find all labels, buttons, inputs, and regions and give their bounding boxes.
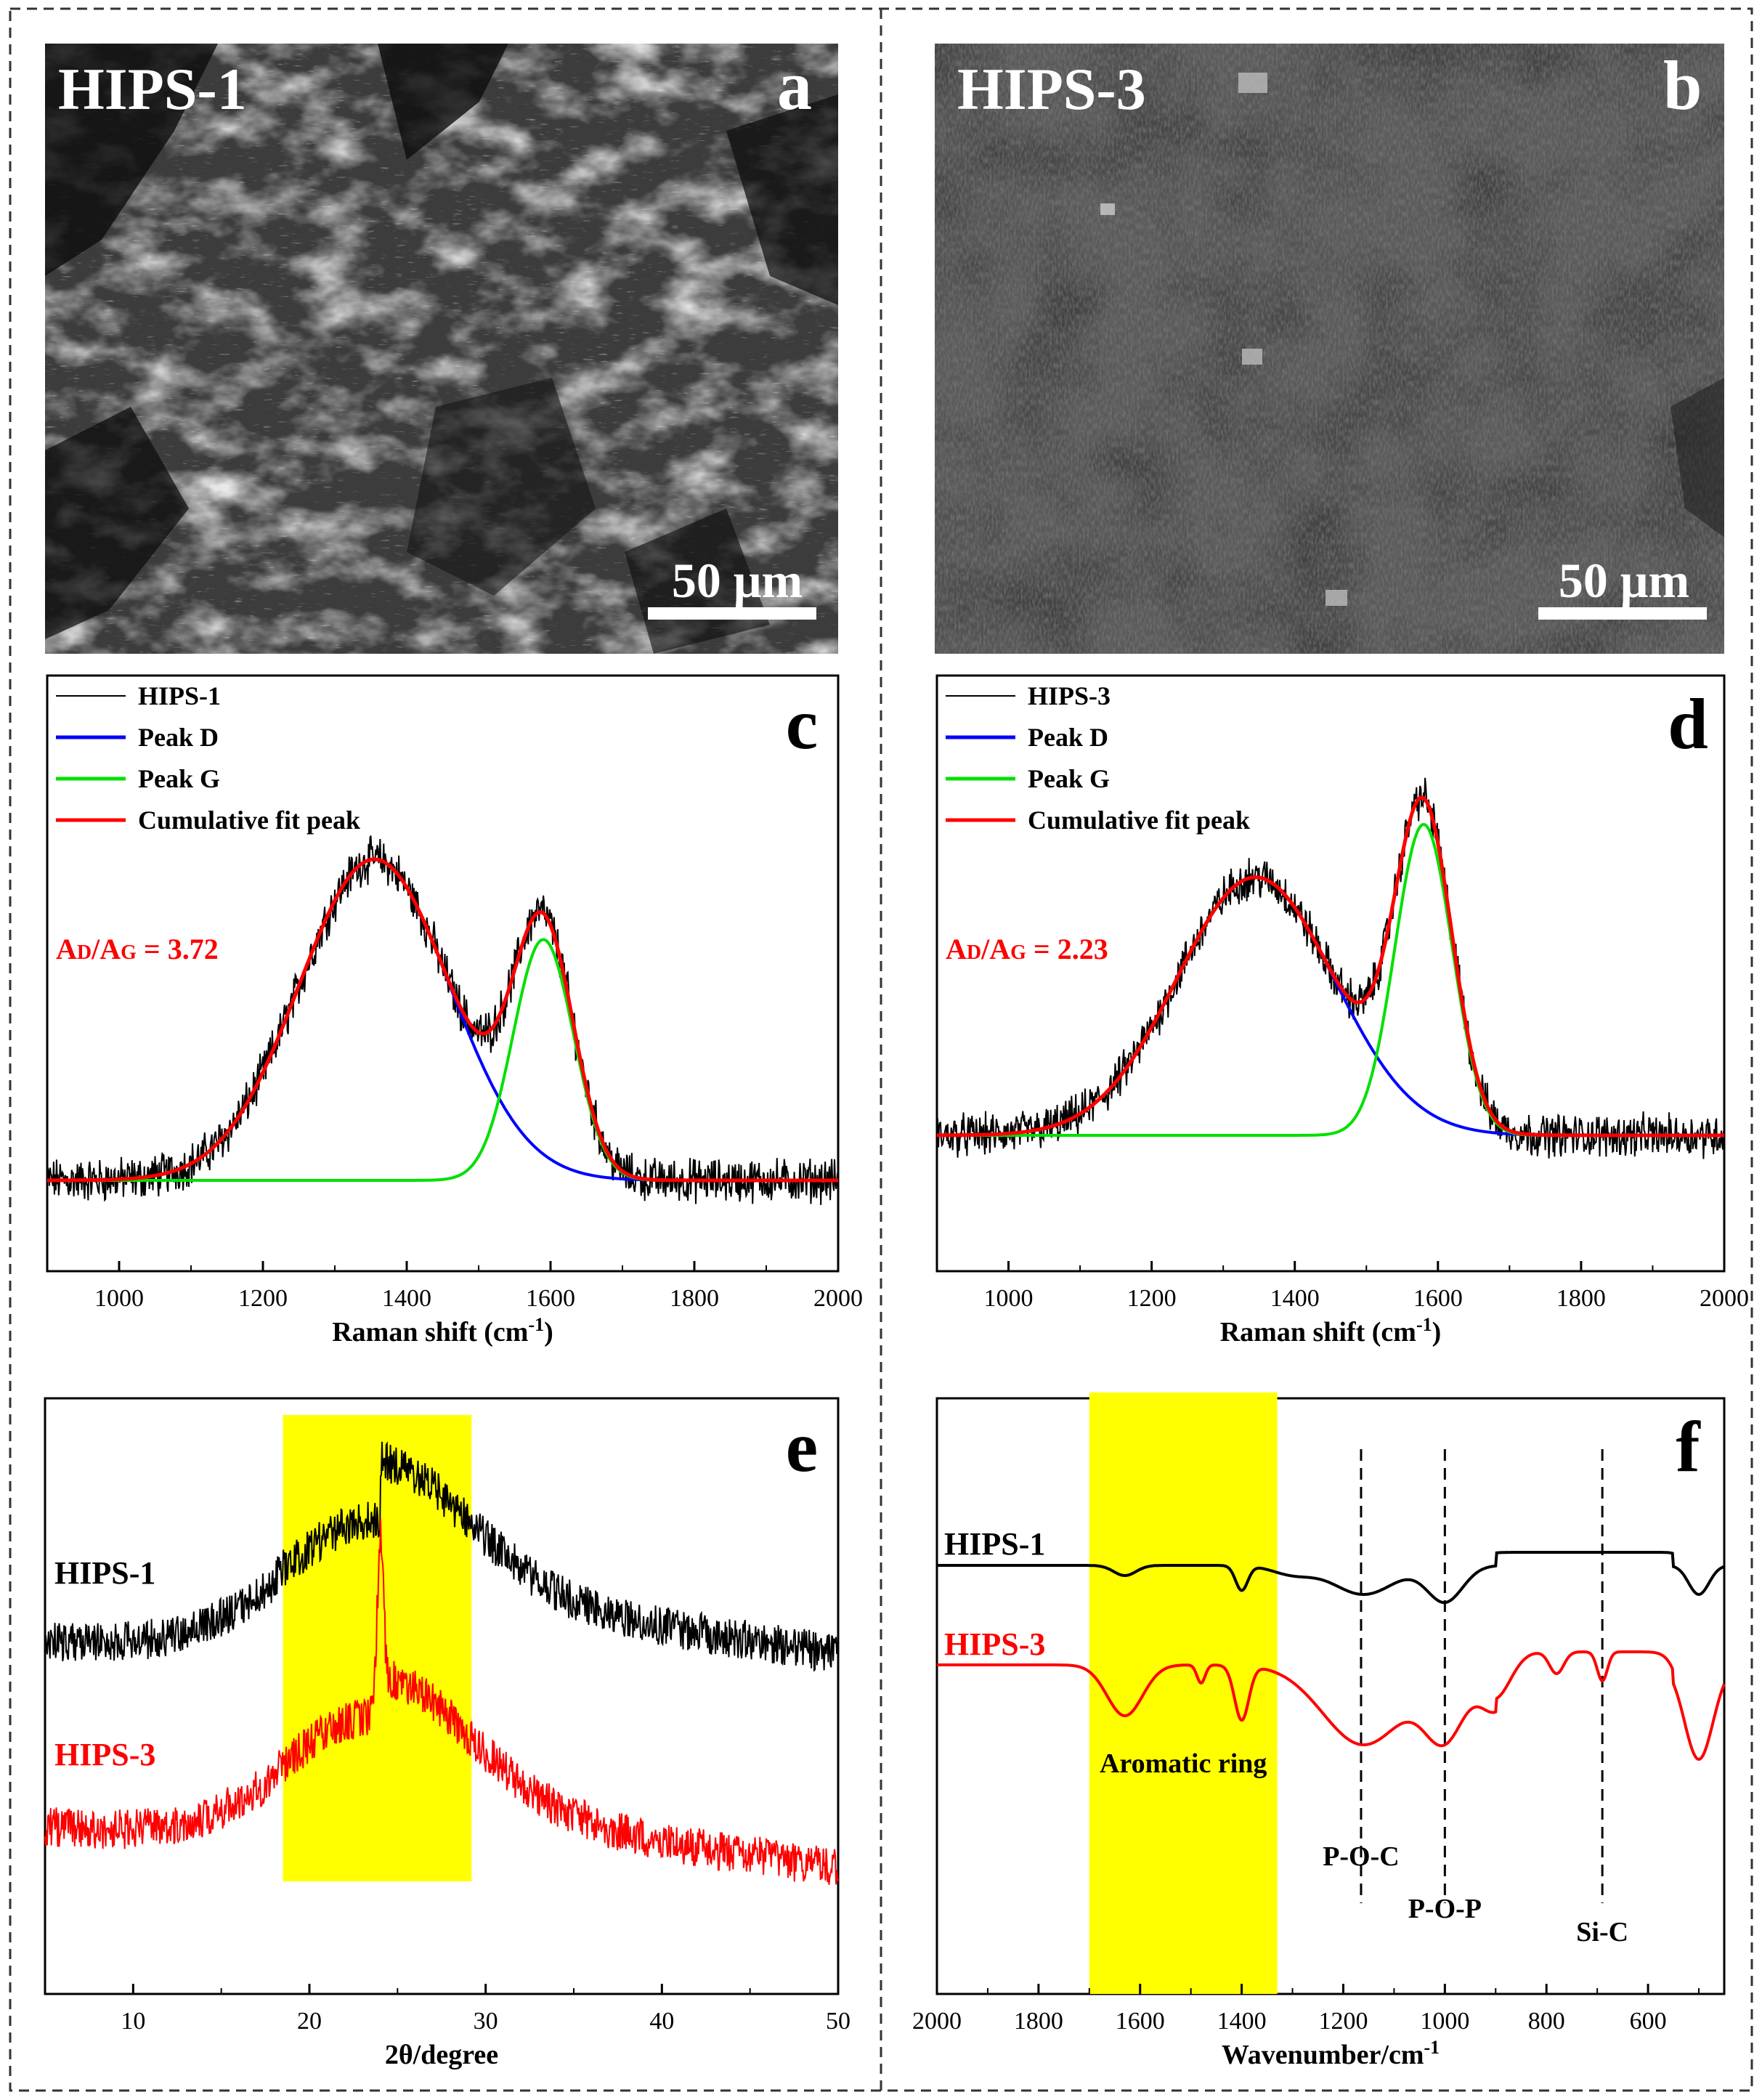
panel-d-chart-xtick-label: 2000 <box>1700 1285 1749 1312</box>
panel-d-chart-xtick-label: 1800 <box>1556 1285 1606 1312</box>
panel-e-chart-xtick-label: 20 <box>297 2008 322 2035</box>
panel-f-chart-xtick-label: 1600 <box>1116 2008 1165 2035</box>
panel-f-chart-band-label: Aromatic ring <box>1100 1748 1267 1779</box>
panel-c-chart-xtick-label: 2000 <box>813 1285 863 1312</box>
panel-e-chart-series-hips-1 <box>44 1441 839 1672</box>
panel-c-chart-legend-label: Peak G <box>138 764 220 793</box>
panel-e-chart-series-label: HIPS-1 <box>54 1555 155 1591</box>
panel-f-chart-letter: f <box>1676 1406 1701 1487</box>
panel-e-chart-series-label: HIPS-3 <box>54 1737 155 1772</box>
panel-f-chart-xtick-label: 1400 <box>1217 2008 1267 2035</box>
panel-a-sem-image: HIPS-1 a 50 μm <box>45 44 838 654</box>
panel-c-chart-series-peak-d <box>47 858 838 1182</box>
panel-c-chart-legend-label: Cumulative fit peak <box>138 806 360 835</box>
panel-b-scalebar-label: 50 μm <box>1559 553 1689 608</box>
panel-c-chart-series-raw <box>46 835 839 1205</box>
panel-c-chart-legend-label: Peak D <box>138 723 219 752</box>
panel-d-chart-series-peak-d <box>937 875 1724 1137</box>
panel-f-chart-xtick-label: 2000 <box>912 2008 962 2035</box>
panel-d-chart-xtick-label: 1600 <box>1413 1285 1463 1312</box>
panel-c-chart-xtick-label: 1600 <box>526 1285 575 1312</box>
panel-e-chart-xtick-label: 30 <box>474 2008 498 2035</box>
panel-f-chart-series-label: HIPS-1 <box>944 1526 1045 1562</box>
panel-f-chart: 2000 1800 1600 1400 1200 1000 800 600 Wavenumber… <box>912 1392 1726 2070</box>
panel-f-chart-frame <box>935 1397 1726 1995</box>
panel-e-chart-xlabel: 2θ/degree <box>385 2040 498 2070</box>
panel-f-chart-series-label: HIPS-3 <box>944 1626 1045 1662</box>
panel-c-chart-legend-label: HIPS-1 <box>138 681 221 710</box>
panel-f-chart-xtick-label: 1000 <box>1420 2008 1469 2035</box>
panel-d-chart: 1000 1200 1400 1600 1800 2000 Raman shift (cm-… <box>935 674 1749 1347</box>
panel-a-sample-label: HIPS-1 <box>58 56 247 122</box>
panel-d-chart-frame <box>935 674 1726 1273</box>
panel-b-sample-label: HIPS-3 <box>957 56 1146 122</box>
panel-d-chart-legend-label: Peak D <box>1028 723 1108 752</box>
panel-f-chart-series-hips-1 <box>937 1551 1725 1605</box>
panel-d-chart-xlabel: Raman shift (cm-1) <box>1220 1314 1442 1347</box>
panel-d-chart-letter: d <box>1668 684 1708 764</box>
panel-b-sem-image: HIPS-3 b 50 μm <box>935 44 1724 654</box>
panel-d-chart-ratio-label: AD/AG = 2.23 <box>946 933 1108 965</box>
panel-c-chart-xlabel: Raman shift (cm-1) <box>332 1314 553 1347</box>
panel-e-chart-xtick-label: 50 <box>826 2008 850 2035</box>
panel-c-chart-series-fit <box>47 857 838 1183</box>
panel-f-chart-xtick-label: 600 <box>1630 2008 1667 2035</box>
panel-a-scalebar <box>648 607 816 620</box>
panel-e-chart-highlight-band <box>283 1415 472 1881</box>
panel-e-chart-frame <box>44 1397 840 1995</box>
panel-a-letter: a <box>777 46 812 124</box>
panel-c-chart: 1000 1200 1400 1600 1800 2000 Raman shift (cm-… <box>46 674 863 1347</box>
panel-d-chart-xtick-label: 1000 <box>984 1285 1034 1312</box>
panel-c-chart-xtick-label: 1200 <box>238 1285 288 1312</box>
panel-d-chart-xtick-label: 1400 <box>1270 1285 1320 1312</box>
panel-f-chart-xlabel: Wavenumber/cm-1 <box>1222 2037 1440 2070</box>
panel-c-chart-frame <box>46 674 840 1273</box>
panel-a-scalebar-label: 50 μm <box>672 553 803 608</box>
panel-b-letter: b <box>1663 46 1702 124</box>
panel-d-chart-legend-label: Cumulative fit peak <box>1028 806 1250 835</box>
panel-c-chart-xtick-label: 1000 <box>94 1285 144 1312</box>
panel-d-chart-legend-label: HIPS-3 <box>1028 681 1111 710</box>
panel-f-chart-band-label: Si-C <box>1576 1917 1628 1947</box>
panel-f-chart-series-hips-3 <box>937 1650 1726 1762</box>
panel-b-scalebar <box>1538 607 1707 620</box>
panel-f-chart-xtick-label: 1800 <box>1014 2008 1063 2035</box>
panel-f-chart-highlight-band <box>1089 1392 1278 1994</box>
panel-f-chart-band-label: P-O-C <box>1323 1841 1400 1872</box>
panel-e-chart: 10 20 30 40 50 2θ/degree e HIPS-1 HIPS-3 <box>44 1397 850 2070</box>
panel-c-chart-xtick-label: 1400 <box>382 1285 431 1312</box>
panel-c-chart-ratio-label: AD/AG = 3.72 <box>56 933 219 965</box>
panel-f-chart-band-label: P-O-P <box>1408 1894 1482 1924</box>
panel-f-chart-xtick-label: 1200 <box>1318 2008 1368 2035</box>
panel-d-chart-xtick-label: 1200 <box>1127 1285 1177 1312</box>
panel-e-chart-xtick-label: 40 <box>649 2008 674 2035</box>
panel-d-chart-series-raw <box>936 777 1725 1159</box>
panel-d-chart-legend-label: Peak G <box>1028 764 1110 793</box>
panel-e-chart-series-hips-3 <box>44 1518 839 1885</box>
panel-c-chart-xtick-label: 1800 <box>670 1285 719 1312</box>
panel-c-chart-letter: c <box>786 684 818 764</box>
panel-f-chart-xtick-label: 800 <box>1528 2008 1565 2035</box>
panel-d-chart-series-fit <box>937 795 1724 1138</box>
panel-e-chart-letter: e <box>786 1406 818 1487</box>
panel-e-chart-xtick-label: 10 <box>121 2008 145 2035</box>
